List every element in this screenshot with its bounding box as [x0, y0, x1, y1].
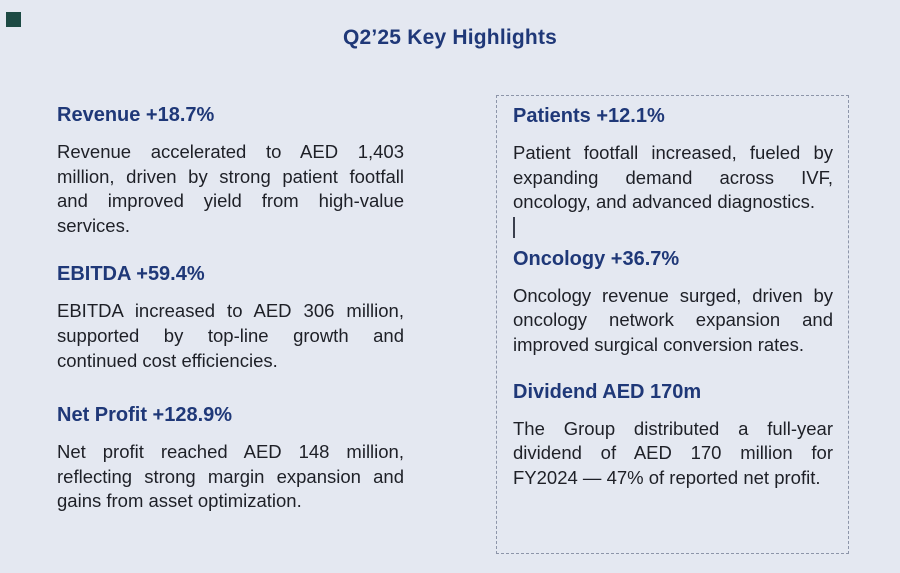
dividend-body: The Group distributed a full-year divide…: [513, 417, 833, 488]
highlight-block-patients: Patients +12.1% Patient footfall increas…: [513, 105, 833, 239]
ebitda-heading: EBITDA +59.4%: [57, 263, 205, 286]
net-profit-heading: Net Profit +128.9%: [57, 404, 233, 427]
highlight-block-oncology: Oncology +36.7% Oncology revenue surged,…: [513, 248, 833, 358]
ebitda-body: EBITDA increased to AED 306 million, sup…: [57, 300, 404, 371]
highlight-block-ebitda: EBITDA +59.4% EBITDA increased to AED 30…: [57, 263, 404, 373]
highlight-block-dividend: Dividend AED 170m The Group distributed …: [513, 381, 833, 491]
corner-accent-square: [6, 12, 21, 27]
net-profit-body: Net profit reached AED 148 million, refl…: [57, 441, 404, 512]
dividend-heading: Dividend AED 170m: [513, 380, 702, 403]
revenue-heading: Revenue +18.7%: [57, 104, 215, 126]
left-column: Revenue +18.7% Revenue accelerated to AE…: [57, 104, 404, 514]
highlight-block-net-profit: Net Profit +128.9% Net profit reached AE…: [57, 404, 404, 514]
revenue-body: Revenue accelerated to AED 1,403 million…: [57, 141, 404, 236]
patients-heading: Patients +12.1%: [513, 105, 665, 127]
highlight-block-revenue: Revenue +18.7% Revenue accelerated to AE…: [57, 104, 404, 238]
patients-body: Patient footfall increased, fueled by ex…: [513, 142, 833, 213]
right-column-box: Patients +12.1% Patient footfall increas…: [496, 95, 849, 554]
empty-text-line[interactable]: [513, 215, 833, 239]
page-title: Q2’25 Key Highlights: [342, 26, 558, 49]
oncology-body: Oncology revenue surged, driven by oncol…: [513, 284, 833, 355]
text-cursor-caret: [513, 216, 515, 238]
oncology-heading: Oncology +36.7%: [513, 247, 680, 270]
